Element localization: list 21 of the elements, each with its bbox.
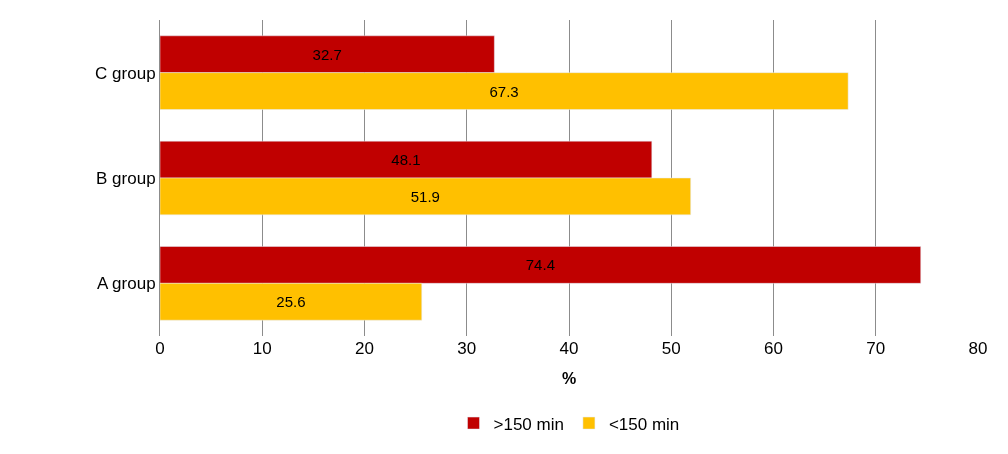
x-tick-label: 0 xyxy=(155,339,165,358)
y-tick-label: A group xyxy=(96,274,156,294)
x-tick-label: 20 xyxy=(355,339,374,358)
x-tick-label: 70 xyxy=(866,339,886,358)
x-tick-label: 30 xyxy=(457,339,477,358)
data-label: 32.7 xyxy=(312,45,342,63)
y-tick-label: B group xyxy=(96,168,156,188)
x-axis-title: % xyxy=(561,369,577,387)
data-label: 51.9 xyxy=(410,187,440,205)
data-label: 74.4 xyxy=(525,256,555,274)
legend-label: <150 min xyxy=(608,414,680,434)
x-tick-label: 10 xyxy=(252,339,272,358)
data-label: 67.3 xyxy=(489,82,519,100)
legend-label: >150 min xyxy=(493,414,564,434)
data-label: 48.1 xyxy=(391,151,421,169)
x-tick-label: 50 xyxy=(661,339,681,358)
data-label: 25.6 xyxy=(276,293,306,311)
x-tick-label: 40 xyxy=(559,339,579,358)
y-tick-label: C group xyxy=(95,63,156,83)
x-tick-label: 80 xyxy=(968,339,988,358)
x-tick-label: 60 xyxy=(764,339,783,358)
